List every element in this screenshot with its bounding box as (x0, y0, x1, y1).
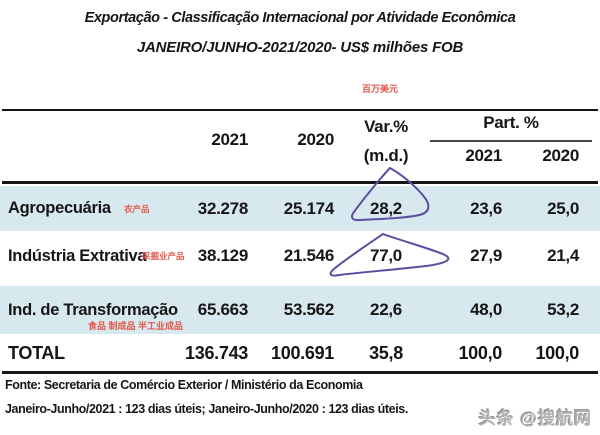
column-header-2021: 2021 (211, 130, 248, 149)
value-part-2021: 23,6 (470, 198, 502, 218)
table-row-total: TOTAL 136.743 100.691 35,8 100,0 100,0 (0, 337, 600, 369)
row-label: Indústria Extrativa (8, 246, 147, 265)
row-annotation-chinese: 采掘业产品 (142, 251, 185, 261)
part-header-underline (430, 140, 592, 142)
value-2020: 53.562 (283, 300, 335, 319)
page-subtitle: JANEIRO/JUNHO-2021/2020- US$ milhões FOB (136, 39, 464, 56)
row-label: Ind. de Transformação (8, 300, 178, 319)
value-var: 22,6 (370, 300, 402, 319)
table-top-rule (2, 109, 598, 111)
working-days-note: Janeiro-Junho/2021 : 123 dias úteis; Jan… (5, 402, 408, 416)
value-2020: 21.546 (283, 246, 335, 265)
value-var: 35,8 (369, 342, 403, 363)
column-header-var-line2: (m.d.) (363, 146, 409, 165)
row-label: Agropecuária (8, 199, 111, 217)
column-subheader-part-2021: 2021 (465, 146, 502, 165)
table-row-industria-extrativa: Indústria Extrativa 采掘业产品 38.129 21.546 … (0, 231, 600, 281)
value-2021: 32.278 (197, 198, 249, 218)
source-note: Fonte: Secretaria de Comércio Exterior /… (5, 378, 363, 392)
value-2020: 25.174 (283, 198, 335, 218)
value-var: 77,0 (370, 246, 402, 265)
column-header-var-line1: Var.% (364, 117, 408, 136)
header-divider-rule (2, 181, 598, 184)
row-annotation-chinese: 农产品 (124, 203, 150, 214)
row-annotation-chinese: 食品 制成品 半工业成品 (88, 321, 184, 331)
value-part-2020: 25,0 (547, 198, 579, 218)
value-part-2020: 53,2 (547, 300, 579, 319)
value-2021: 38.129 (197, 246, 249, 265)
table-row-ind-transformacao: Ind. de Transformação 食品 制成品 半工业成品 65.66… (0, 286, 600, 334)
table-row-agropecuaria: Agropecuária 农产品 32.278 25.174 28,2 23,6… (0, 186, 600, 231)
unit-note-chinese: 百万美元 (362, 84, 399, 94)
value-2021: 65.663 (197, 300, 249, 319)
value-part-2021: 100,0 (458, 342, 502, 363)
page-title: Exportação - Classificação Internacional… (84, 10, 516, 26)
value-part-2020: 21,4 (547, 246, 579, 265)
value-part-2021: 27,9 (470, 246, 502, 265)
watermark-toutiao: 头条 @搜航网 (478, 409, 592, 428)
value-2020: 100.691 (271, 342, 334, 363)
column-header-part: Part. % (483, 113, 539, 132)
column-subheader-part-2020: 2020 (542, 146, 579, 165)
value-part-2020: 100,0 (535, 342, 579, 363)
value-2021: 136.743 (185, 342, 248, 363)
row-label: TOTAL (8, 342, 65, 363)
table-bottom-rule (2, 371, 598, 374)
value-var: 28,2 (370, 198, 402, 218)
column-header-2020: 2020 (297, 130, 334, 149)
value-part-2021: 48,0 (470, 300, 502, 319)
